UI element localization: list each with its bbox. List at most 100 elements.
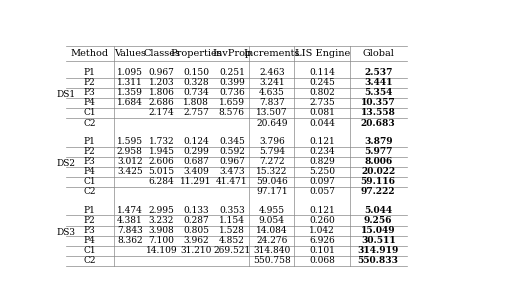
Text: P4: P4 [84, 236, 96, 245]
Text: 20.649: 20.649 [256, 119, 288, 128]
Text: 550.833: 550.833 [358, 256, 399, 265]
Text: 0.101: 0.101 [309, 246, 335, 255]
Text: LIS Engine: LIS Engine [295, 49, 350, 58]
Text: 0.967: 0.967 [219, 157, 245, 166]
Text: 7.100: 7.100 [149, 236, 175, 245]
Text: 4.955: 4.955 [259, 206, 285, 215]
Text: 0.353: 0.353 [219, 206, 245, 215]
Text: 7.837: 7.837 [259, 98, 285, 107]
Text: P1: P1 [84, 137, 96, 146]
Text: 8.362: 8.362 [117, 236, 143, 245]
Text: 2.757: 2.757 [183, 109, 209, 117]
Text: 14.109: 14.109 [146, 246, 177, 255]
Text: 0.802: 0.802 [309, 88, 335, 97]
Text: 20.022: 20.022 [361, 167, 396, 176]
Text: 1.732: 1.732 [149, 137, 174, 146]
Text: 0.736: 0.736 [219, 88, 245, 97]
Text: 3.425: 3.425 [117, 167, 143, 176]
Text: 0.251: 0.251 [219, 68, 245, 77]
Text: C2: C2 [84, 256, 96, 265]
Text: 59.116: 59.116 [361, 177, 396, 186]
Text: DS3: DS3 [56, 228, 75, 237]
Text: 1.808: 1.808 [183, 98, 209, 107]
Text: 3.241: 3.241 [259, 78, 285, 87]
Text: P4: P4 [84, 98, 96, 107]
Text: 1.311: 1.311 [117, 78, 143, 87]
Text: 4.381: 4.381 [117, 216, 143, 225]
Text: Global: Global [362, 49, 394, 58]
Text: 2.958: 2.958 [117, 147, 143, 156]
Text: 41.471: 41.471 [216, 177, 248, 186]
Text: 24.276: 24.276 [256, 236, 288, 245]
Text: 31.210: 31.210 [180, 246, 211, 255]
Text: 0.805: 0.805 [183, 226, 209, 235]
Text: 1.474: 1.474 [117, 206, 143, 215]
Text: 4.635: 4.635 [259, 88, 285, 97]
Text: Classes: Classes [143, 49, 180, 58]
Text: 5.015: 5.015 [148, 167, 175, 176]
Text: 0.287: 0.287 [183, 216, 209, 225]
Text: 5.044: 5.044 [364, 206, 392, 215]
Text: 20.683: 20.683 [361, 119, 396, 128]
Text: 0.081: 0.081 [309, 109, 335, 117]
Text: P2: P2 [84, 78, 96, 87]
Text: 0.121: 0.121 [309, 206, 335, 215]
Text: 4.852: 4.852 [219, 236, 245, 245]
Text: 14.084: 14.084 [256, 226, 288, 235]
Text: Values: Values [114, 49, 146, 58]
Text: 5.354: 5.354 [364, 88, 392, 97]
Text: 1.154: 1.154 [219, 216, 245, 225]
Text: 5.250: 5.250 [309, 167, 335, 176]
Text: 9.054: 9.054 [259, 216, 285, 225]
Text: 0.829: 0.829 [309, 157, 335, 166]
Text: 15.322: 15.322 [256, 167, 288, 176]
Text: C2: C2 [84, 119, 96, 128]
Text: 314.840: 314.840 [253, 246, 290, 255]
Text: 0.121: 0.121 [309, 137, 335, 146]
Text: 7.843: 7.843 [117, 226, 143, 235]
Text: 3.908: 3.908 [149, 226, 175, 235]
Text: 0.967: 0.967 [149, 68, 175, 77]
Text: 13.558: 13.558 [361, 109, 396, 117]
Text: 0.044: 0.044 [309, 119, 335, 128]
Text: P2: P2 [84, 216, 96, 225]
Text: 0.057: 0.057 [309, 188, 335, 196]
Text: 1.595: 1.595 [117, 137, 143, 146]
Text: 0.245: 0.245 [309, 78, 335, 87]
Text: 1.806: 1.806 [149, 88, 175, 97]
Text: 7.272: 7.272 [259, 157, 285, 166]
Text: 550.758: 550.758 [253, 256, 291, 265]
Text: P1: P1 [84, 206, 96, 215]
Text: 0.133: 0.133 [183, 206, 209, 215]
Text: 0.097: 0.097 [309, 177, 335, 186]
Text: 1.945: 1.945 [148, 147, 175, 156]
Text: 269.521: 269.521 [213, 246, 250, 255]
Text: 11.291: 11.291 [180, 177, 212, 186]
Text: 2.686: 2.686 [149, 98, 175, 107]
Text: 0.114: 0.114 [309, 68, 335, 77]
Text: 1.528: 1.528 [219, 226, 245, 235]
Text: 6.284: 6.284 [149, 177, 175, 186]
Text: 13.507: 13.507 [256, 109, 288, 117]
Text: 1.359: 1.359 [117, 88, 143, 97]
Text: 2.735: 2.735 [309, 98, 335, 107]
Text: P3: P3 [84, 88, 96, 97]
Text: P1: P1 [84, 68, 96, 77]
Text: 8.576: 8.576 [219, 109, 245, 117]
Text: Increments: Increments [244, 49, 300, 58]
Text: 3.473: 3.473 [219, 167, 245, 176]
Text: DS1: DS1 [56, 90, 75, 99]
Text: P3: P3 [84, 157, 96, 166]
Text: 1.042: 1.042 [309, 226, 335, 235]
Text: 3.879: 3.879 [364, 137, 392, 146]
Text: 0.687: 0.687 [183, 157, 209, 166]
Text: 0.124: 0.124 [183, 137, 209, 146]
Text: 1.684: 1.684 [117, 98, 143, 107]
Text: Properties: Properties [170, 49, 222, 58]
Text: 3.012: 3.012 [117, 157, 143, 166]
Text: P3: P3 [84, 226, 96, 235]
Text: Method: Method [70, 49, 109, 58]
Text: 3.232: 3.232 [149, 216, 174, 225]
Text: P2: P2 [84, 147, 96, 156]
Text: 3.796: 3.796 [259, 137, 285, 146]
